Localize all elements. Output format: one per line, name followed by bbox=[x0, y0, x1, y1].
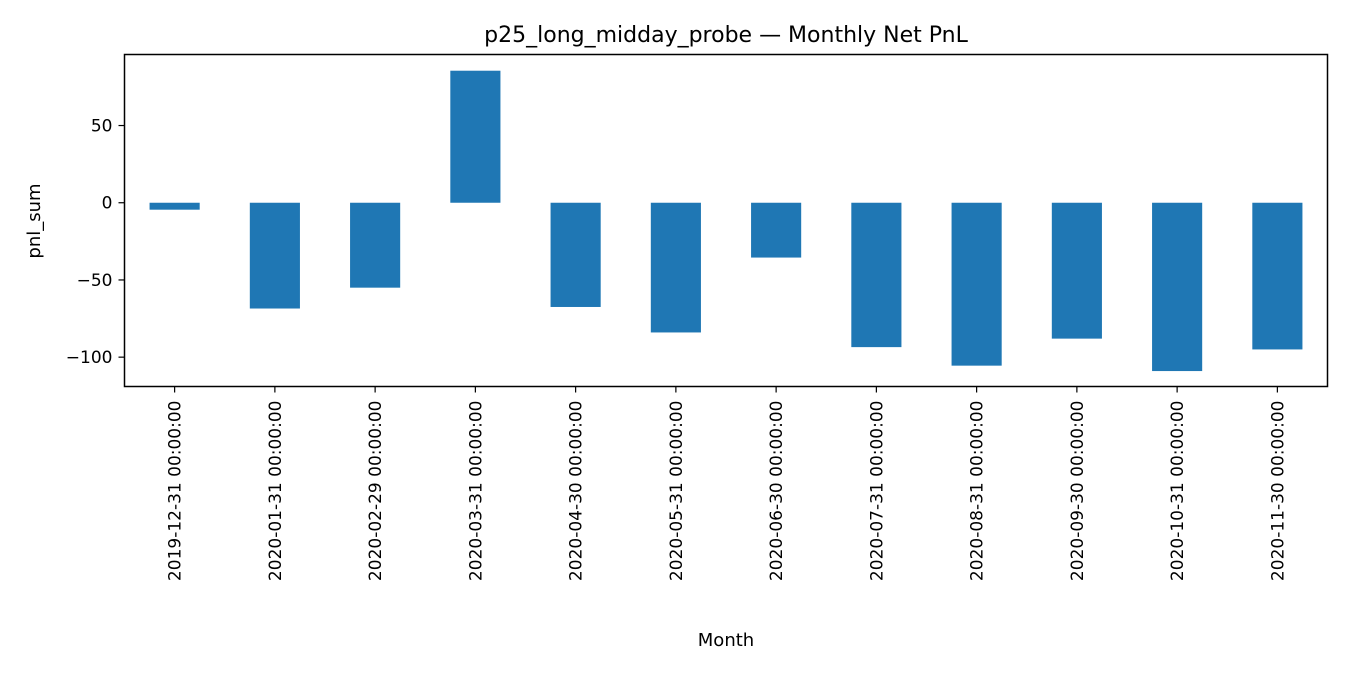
chart-title: p25_long_midday_probe — Monthly Net PnL bbox=[484, 23, 968, 48]
bar-6 bbox=[751, 202, 802, 258]
bar-7 bbox=[851, 202, 902, 348]
x-axis: 2019-12-31 00:00:00 2020-01-31 00:00:00 20… bbox=[166, 386, 1288, 582]
bar-2 bbox=[350, 202, 401, 288]
x-tick-label-2: 2020-02-29 00:00:00 bbox=[366, 401, 386, 582]
x-tick-label-11: 2020-11-30 00:00:00 bbox=[1268, 401, 1288, 582]
bar-10 bbox=[1152, 202, 1203, 372]
bar-5 bbox=[650, 202, 701, 333]
y-tick-label-2: 0 bbox=[102, 194, 113, 214]
bar-0 bbox=[149, 202, 200, 210]
y-tick-label-0: −100 bbox=[66, 348, 113, 368]
x-tick-label-0: 2019-12-31 00:00:00 bbox=[166, 401, 186, 582]
bar-11 bbox=[1252, 202, 1303, 350]
x-tick-label-6: 2020-06-30 00:00:00 bbox=[767, 401, 787, 582]
bar-1 bbox=[249, 202, 300, 309]
x-tick-label-9: 2020-09-30 00:00:00 bbox=[1068, 401, 1088, 582]
y-axis-label: pnl_sum bbox=[24, 183, 45, 258]
y-tick-label-3: 50 bbox=[91, 117, 113, 137]
y-axis: −100 −50 0 50 bbox=[66, 117, 125, 368]
plot-frame bbox=[123, 53, 1329, 388]
y-tick-label-1: −50 bbox=[77, 271, 113, 291]
bar-8 bbox=[951, 202, 1002, 366]
x-axis-label: Month bbox=[698, 630, 754, 651]
x-tick-label-7: 2020-07-31 00:00:00 bbox=[867, 401, 887, 582]
x-tick-label-3: 2020-03-31 00:00:00 bbox=[466, 401, 486, 582]
bar-3 bbox=[450, 70, 501, 203]
bar-4 bbox=[550, 202, 601, 307]
x-tick-label-8: 2020-08-31 00:00:00 bbox=[968, 401, 988, 582]
x-tick-label-1: 2020-01-31 00:00:00 bbox=[266, 401, 286, 582]
bar-9 bbox=[1051, 202, 1102, 339]
x-tick-label-5: 2020-05-31 00:00:00 bbox=[667, 401, 687, 582]
x-tick-label-4: 2020-04-30 00:00:00 bbox=[567, 401, 587, 582]
x-tick-label-10: 2020-10-31 00:00:00 bbox=[1168, 401, 1188, 582]
bars-group bbox=[149, 70, 1303, 372]
